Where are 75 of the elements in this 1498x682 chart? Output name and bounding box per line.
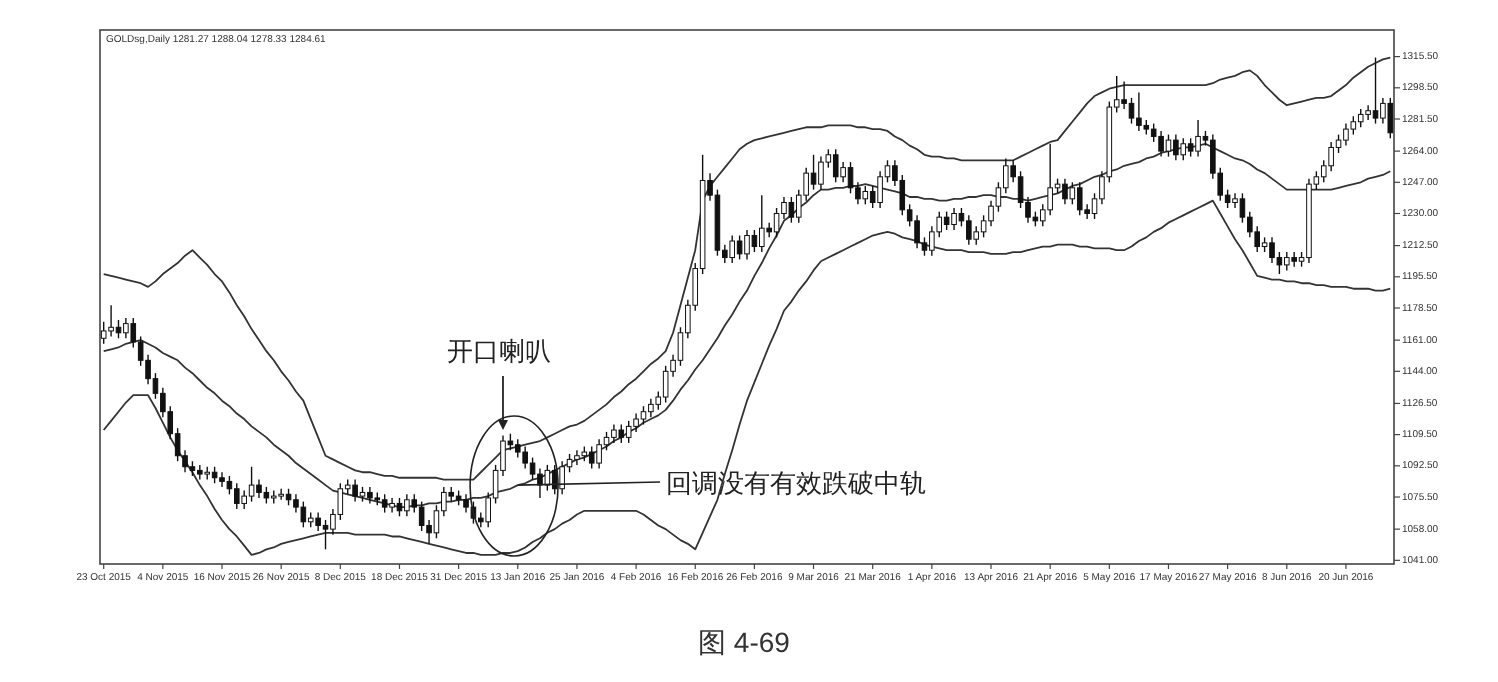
candlestick: [596, 438, 602, 470]
candlestick: [818, 155, 824, 191]
candlestick: [1365, 104, 1371, 121]
candlestick: [352, 478, 358, 503]
candlestick: [640, 405, 647, 426]
candlestick: [588, 445, 595, 470]
candlestick: [322, 519, 329, 551]
candlestick: [1195, 119, 1201, 158]
candlestick: [278, 488, 284, 501]
candlestick: [847, 161, 854, 195]
candlestick: [648, 398, 654, 418]
candlestick: [1343, 122, 1349, 147]
candlestick: [1047, 143, 1053, 217]
candlestick: [315, 511, 321, 532]
caption: 图 4-69: [698, 626, 791, 658]
candlestick: [241, 489, 247, 510]
candlestick: [929, 225, 935, 257]
candlestick: [877, 170, 883, 209]
candlestick: [389, 497, 395, 514]
candlestick: [1380, 97, 1386, 125]
candlestick: [404, 493, 410, 517]
candlestick: [1158, 130, 1164, 158]
candlestick: [1269, 236, 1275, 264]
line-series: [102, 199, 1392, 556]
candlestick: [788, 196, 795, 224]
candlestick: [611, 423, 617, 444]
candlestick: [300, 500, 307, 528]
candlestick: [1128, 97, 1135, 125]
candlestick: [1357, 108, 1364, 128]
candlestick: [862, 185, 869, 206]
candlestick: [1387, 97, 1394, 139]
candlestick: [544, 464, 551, 492]
candlestick: [633, 412, 639, 433]
candlestick: [108, 304, 114, 338]
candlestick: [219, 471, 225, 488]
candlestick: [293, 493, 299, 514]
candlestick: [1187, 137, 1194, 158]
candlestick: [759, 194, 765, 253]
candlestick: [1291, 251, 1297, 268]
candlestick: [729, 234, 735, 264]
candlestick: [1180, 137, 1187, 161]
candlestick: [1069, 181, 1076, 206]
candlestick: [197, 464, 203, 481]
candlestick: [810, 154, 817, 191]
candlestick: [522, 445, 528, 470]
candlestick: [618, 423, 625, 444]
candlestick: [1076, 181, 1083, 217]
candlestick: [123, 317, 129, 339]
candlestick: [1372, 56, 1379, 125]
candlestick: [914, 214, 920, 250]
candlestick: [943, 210, 950, 231]
candlestick: [248, 466, 255, 503]
candlestick: [1173, 133, 1179, 161]
candlestick: [840, 161, 846, 184]
candlestick: [736, 234, 743, 261]
candlestick: [751, 229, 758, 253]
candlestick: [1165, 133, 1172, 158]
candlestick: [381, 493, 388, 514]
candlestick: [832, 148, 839, 184]
candlestick: [966, 214, 972, 246]
candlestick: [574, 449, 580, 466]
candlestick: [256, 478, 262, 499]
candlestick: [1283, 251, 1290, 272]
candlestick: [234, 482, 240, 510]
candlestick: [973, 225, 980, 246]
candlestick: [744, 229, 750, 261]
candlestick: [1136, 91, 1142, 132]
candlestick: [1062, 177, 1068, 206]
candlestick: [559, 460, 565, 495]
candlestick: [951, 207, 957, 231]
candlestick: [537, 467, 543, 499]
candlestick: [1328, 141, 1334, 172]
candlestick: [463, 493, 469, 514]
candlestick: [625, 420, 632, 444]
annotation: 开口喇叭: [446, 336, 551, 366]
